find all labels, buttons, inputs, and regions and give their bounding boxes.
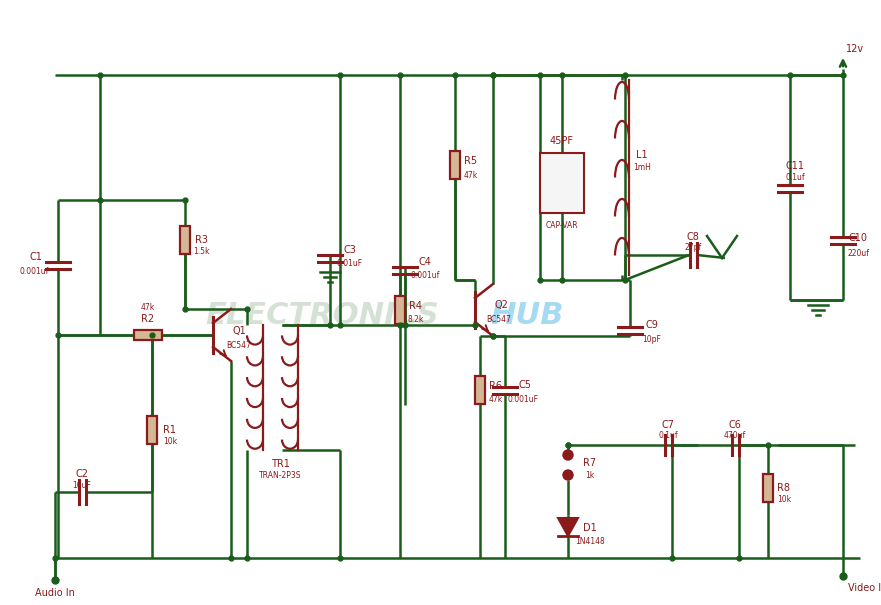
Text: C6: C6	[729, 420, 742, 430]
Text: 47k: 47k	[464, 171, 478, 180]
Bar	[475, 376, 485, 404]
Text: 47k: 47k	[141, 304, 155, 313]
Text: Q1: Q1	[232, 326, 246, 336]
Text: R8: R8	[778, 483, 790, 493]
Text: C8: C8	[686, 232, 700, 242]
Bar	[147, 416, 157, 444]
Text: 8.2k: 8.2k	[408, 315, 424, 324]
Text: 0.1uf: 0.1uf	[658, 431, 677, 440]
Circle shape	[563, 450, 573, 460]
Text: 1mH: 1mH	[633, 163, 651, 172]
Text: TRAN-2P3S: TRAN-2P3S	[259, 471, 301, 480]
Text: ELECTRONICS: ELECTRONICS	[205, 301, 439, 330]
Text: 12v: 12v	[846, 44, 864, 54]
Text: C3: C3	[344, 245, 357, 255]
Text: R3: R3	[195, 235, 208, 245]
Text: 1k: 1k	[585, 471, 595, 480]
Text: C4: C4	[418, 257, 432, 267]
Bar	[450, 151, 460, 179]
Text: TR1: TR1	[270, 459, 290, 469]
Text: 0.001uF: 0.001uF	[507, 396, 538, 405]
Text: R5: R5	[464, 156, 478, 166]
Text: Audio In: Audio In	[35, 588, 75, 598]
Text: R1: R1	[164, 425, 176, 435]
Text: R4: R4	[410, 301, 423, 311]
Text: BC547: BC547	[226, 341, 251, 350]
Text: 0.001uf: 0.001uf	[19, 266, 48, 275]
Text: R7: R7	[583, 458, 596, 468]
Bar	[395, 296, 405, 324]
Text: 0.1uf: 0.1uf	[785, 174, 805, 183]
Text: 45PF: 45PF	[550, 136, 574, 146]
Text: C7: C7	[662, 420, 675, 430]
Text: 47k: 47k	[489, 396, 503, 405]
Text: R2: R2	[142, 314, 154, 324]
Text: 10pF: 10pF	[642, 336, 662, 344]
Text: C10: C10	[848, 233, 868, 243]
Text: C5: C5	[519, 380, 531, 390]
Bar	[763, 474, 773, 502]
Text: 10k: 10k	[163, 437, 177, 446]
Text: 10uF: 10uF	[72, 482, 92, 491]
Text: 470uf: 470uf	[724, 431, 746, 440]
Text: 220uf: 220uf	[847, 249, 869, 258]
Bar	[540, 153, 584, 213]
Text: 0.001uf: 0.001uf	[411, 270, 440, 280]
Text: BC547: BC547	[486, 315, 512, 324]
Text: C2: C2	[76, 469, 88, 479]
Text: D1: D1	[583, 523, 596, 533]
Text: R6: R6	[490, 381, 502, 391]
Text: C11: C11	[786, 161, 804, 171]
Text: HUB: HUB	[490, 301, 564, 330]
Text: C1: C1	[30, 252, 42, 262]
Text: Q2: Q2	[494, 300, 508, 310]
Bar	[180, 226, 190, 254]
Text: Video In: Video In	[848, 583, 881, 593]
Polygon shape	[558, 518, 578, 536]
Text: 1N4148: 1N4148	[575, 537, 605, 546]
Text: 10k: 10k	[777, 495, 791, 505]
Text: 1.5k: 1.5k	[193, 247, 210, 257]
Circle shape	[563, 470, 573, 480]
Text: 0.01uF: 0.01uF	[337, 258, 363, 267]
Text: 27pf: 27pf	[685, 243, 701, 252]
Bar	[134, 330, 162, 340]
Text: C9: C9	[646, 320, 658, 330]
Text: CAP-VAR: CAP-VAR	[545, 220, 578, 229]
Text: L1: L1	[636, 150, 648, 160]
